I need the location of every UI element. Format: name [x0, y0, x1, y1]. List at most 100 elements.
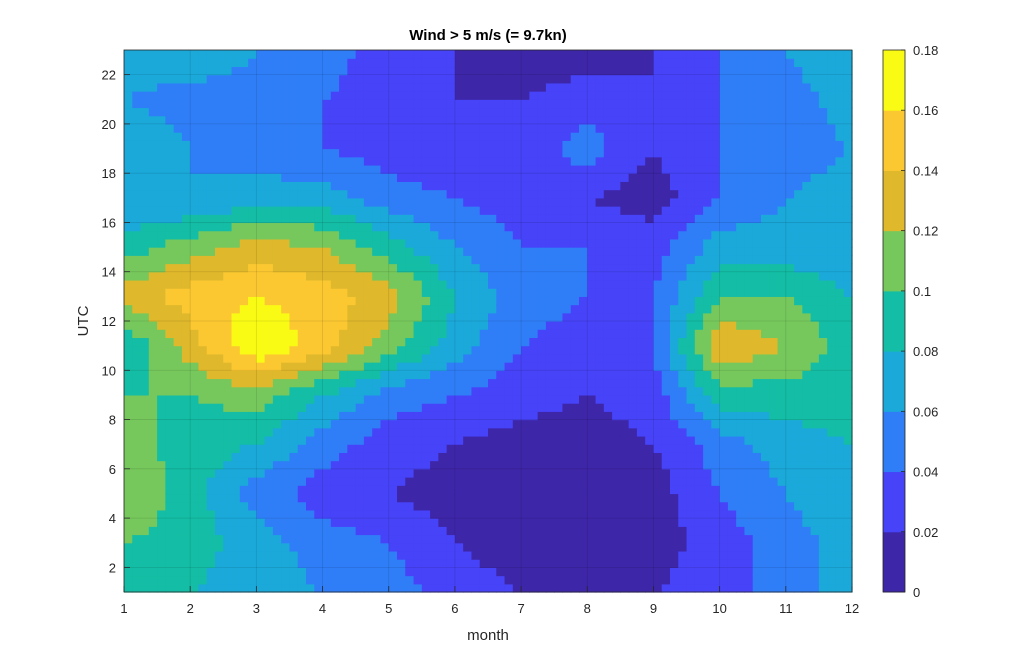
contour-cell: [355, 247, 365, 256]
contour-cell: [570, 370, 580, 380]
contour-cell: [719, 567, 729, 577]
contour-cell: [686, 247, 696, 256]
contour-cell: [297, 140, 307, 150]
contour-cell: [694, 427, 704, 437]
contour-cell: [248, 427, 257, 437]
contour-cell: [124, 559, 133, 568]
contour-cell: [678, 279, 688, 289]
contour-cell: [347, 279, 357, 289]
contour-cell: [612, 206, 621, 215]
contour-cell: [140, 279, 150, 289]
contour-cell: [463, 477, 473, 486]
contour-cell: [463, 115, 473, 125]
contour-cell: [140, 559, 150, 568]
contour-cell: [694, 345, 704, 355]
contour-cell: [562, 435, 572, 445]
contour-cell: [165, 468, 175, 478]
contour-cell: [554, 132, 564, 141]
contour-cell: [397, 148, 406, 158]
contour-cell: [388, 82, 398, 92]
contour-cell: [363, 230, 373, 240]
contour-cell: [430, 460, 439, 470]
contour-cell: [719, 518, 729, 527]
contour-cell: [306, 181, 315, 191]
contour-cell: [521, 509, 530, 519]
contour-cell: [405, 164, 415, 174]
contour-cell: [694, 485, 704, 495]
contour-cell: [554, 411, 564, 421]
contour-cell: [140, 123, 150, 133]
contour-cell: [579, 123, 588, 133]
contour-cell: [488, 107, 497, 117]
contour-cell: [124, 427, 133, 437]
contour-cell: [190, 132, 200, 141]
contour-cell: [190, 173, 200, 182]
contour-cell: [694, 567, 704, 577]
contour-cell: [206, 559, 216, 568]
contour-cell: [496, 337, 506, 347]
contour-cell: [190, 394, 200, 404]
contour-cell: [198, 452, 208, 462]
contour-cell: [339, 238, 348, 248]
contour-cell: [256, 279, 266, 289]
contour-cell: [165, 419, 175, 429]
contour-cell: [463, 386, 473, 396]
contour-cell: [239, 91, 249, 100]
contour-cell: [372, 271, 382, 281]
contour-cell: [694, 435, 704, 445]
contour-cell: [554, 526, 564, 536]
contour-cell: [355, 337, 365, 347]
contour-cell: [603, 132, 613, 141]
contour-cell: [231, 99, 241, 109]
contour-cell: [190, 485, 200, 495]
contour-cell: [330, 173, 340, 182]
contour-cell: [322, 345, 332, 355]
contour-cell: [727, 337, 737, 347]
contour-cell: [620, 164, 630, 174]
contour-cell: [405, 66, 415, 76]
contour-cell: [711, 419, 721, 429]
contour-cell: [438, 485, 448, 495]
contour-cell: [504, 542, 514, 552]
contour-cell: [670, 247, 679, 256]
contour-cell: [496, 115, 506, 125]
contour-cell: [529, 230, 539, 240]
contour-cell: [148, 321, 158, 330]
contour-cell: [438, 206, 448, 215]
contour-cell: [372, 288, 382, 297]
contour-cell: [703, 58, 712, 68]
contour-cell: [405, 468, 415, 478]
contour-cell: [223, 214, 233, 224]
contour-cell: [446, 164, 456, 174]
contour-cell: [620, 526, 630, 536]
contour-cell: [248, 452, 257, 462]
contour-cell: [579, 559, 588, 568]
contour-cell: [670, 230, 679, 240]
contour-cell: [686, 91, 696, 100]
contour-cell: [463, 148, 473, 158]
contour-cell: [736, 362, 746, 371]
contour-cell: [645, 534, 655, 544]
contour-cell: [719, 493, 729, 503]
contour-cell: [405, 460, 415, 470]
contour-cell: [198, 132, 208, 141]
contour-cell: [157, 477, 166, 486]
contour-cell: [670, 140, 679, 150]
contour-cell: [512, 526, 522, 536]
contour-cell: [314, 181, 324, 191]
contour-cell: [645, 164, 655, 174]
contour-cell: [628, 370, 638, 380]
contour-cell: [339, 435, 348, 445]
contour-cell: [248, 164, 257, 174]
contour-cell: [719, 345, 729, 355]
contour-cell: [148, 427, 158, 437]
contour-cell: [239, 468, 249, 478]
contour-cell: [148, 460, 158, 470]
contour-cell: [554, 559, 564, 568]
contour-cell: [454, 378, 464, 388]
contour-cell: [239, 542, 249, 552]
contour-cell: [719, 452, 729, 462]
contour-cell: [471, 263, 481, 273]
contour-cell: [322, 74, 332, 84]
contour-cell: [339, 362, 348, 371]
